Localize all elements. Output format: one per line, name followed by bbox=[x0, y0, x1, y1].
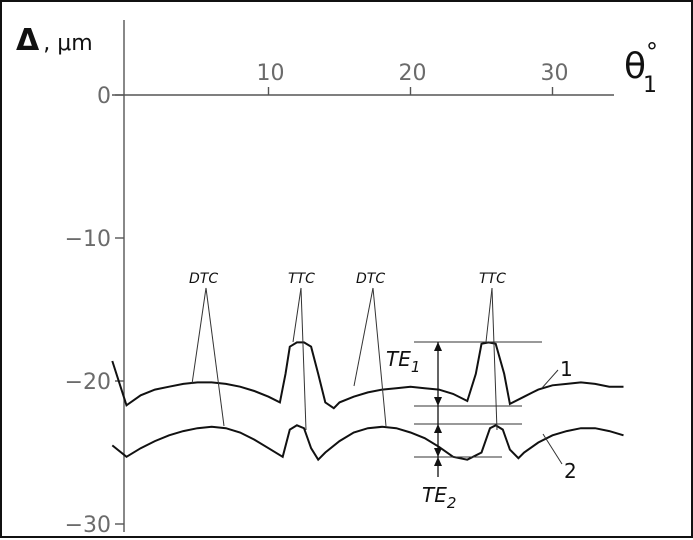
y-axis-label: Δ, μm bbox=[16, 23, 93, 58]
dtc-label-2: DTC bbox=[356, 271, 385, 287]
leader-line bbox=[485, 287, 493, 343]
leader-line bbox=[491, 287, 498, 431]
te2-sub: 2 bbox=[447, 494, 457, 512]
leader-line bbox=[205, 287, 225, 427]
te-dimension-markers bbox=[414, 341, 542, 477]
te1-main: TE bbox=[386, 347, 411, 371]
series-1-curve bbox=[111, 341, 624, 410]
y-tick-label: −20 bbox=[65, 370, 111, 395]
te2-label: TE2 bbox=[422, 483, 456, 512]
leader-line bbox=[191, 287, 207, 385]
leader-line bbox=[541, 369, 559, 389]
ttc-label-2: TTC bbox=[479, 271, 506, 287]
dtc-label-1: DTC bbox=[189, 271, 218, 287]
dimension-arrowhead bbox=[434, 448, 442, 457]
leader-line bbox=[292, 287, 302, 343]
y-axis-symbol: Δ bbox=[16, 23, 40, 58]
x-tick-label: 30 bbox=[541, 61, 569, 86]
x-axis-subscript: 1 bbox=[643, 73, 657, 98]
dimension-arrowhead bbox=[434, 397, 442, 406]
leader-line bbox=[542, 433, 563, 465]
te1-label: TE1 bbox=[386, 347, 420, 376]
series-2-curve bbox=[111, 424, 624, 462]
dimension-arrowhead bbox=[434, 457, 442, 466]
axis-ticks: 10 20 30 0 −10 −20 −30 bbox=[65, 61, 569, 538]
curve-1-label: 1 bbox=[560, 357, 573, 381]
te2-main: TE bbox=[422, 483, 447, 507]
dimension-arrowhead bbox=[434, 342, 442, 351]
y-tick-label: −10 bbox=[65, 227, 111, 252]
y-tick-label: 0 bbox=[97, 84, 111, 109]
x-tick-label: 20 bbox=[399, 61, 427, 86]
leader-line bbox=[300, 287, 307, 431]
ttc-label-1: TTC bbox=[288, 271, 315, 287]
leader-line bbox=[353, 287, 374, 387]
x-axis-degree: ° bbox=[646, 38, 658, 66]
x-axis-label: θ° bbox=[624, 38, 658, 87]
x-axis-symbol: θ bbox=[624, 46, 646, 87]
y-axis-unit: , μm bbox=[43, 31, 92, 56]
te1-sub: 1 bbox=[411, 358, 421, 376]
y-tick-label: −30 bbox=[65, 513, 111, 538]
dimension-arrowhead bbox=[434, 424, 442, 433]
x-tick-label: 10 bbox=[257, 61, 285, 86]
curve-2-label: 2 bbox=[564, 459, 577, 483]
leader-line bbox=[372, 287, 387, 427]
